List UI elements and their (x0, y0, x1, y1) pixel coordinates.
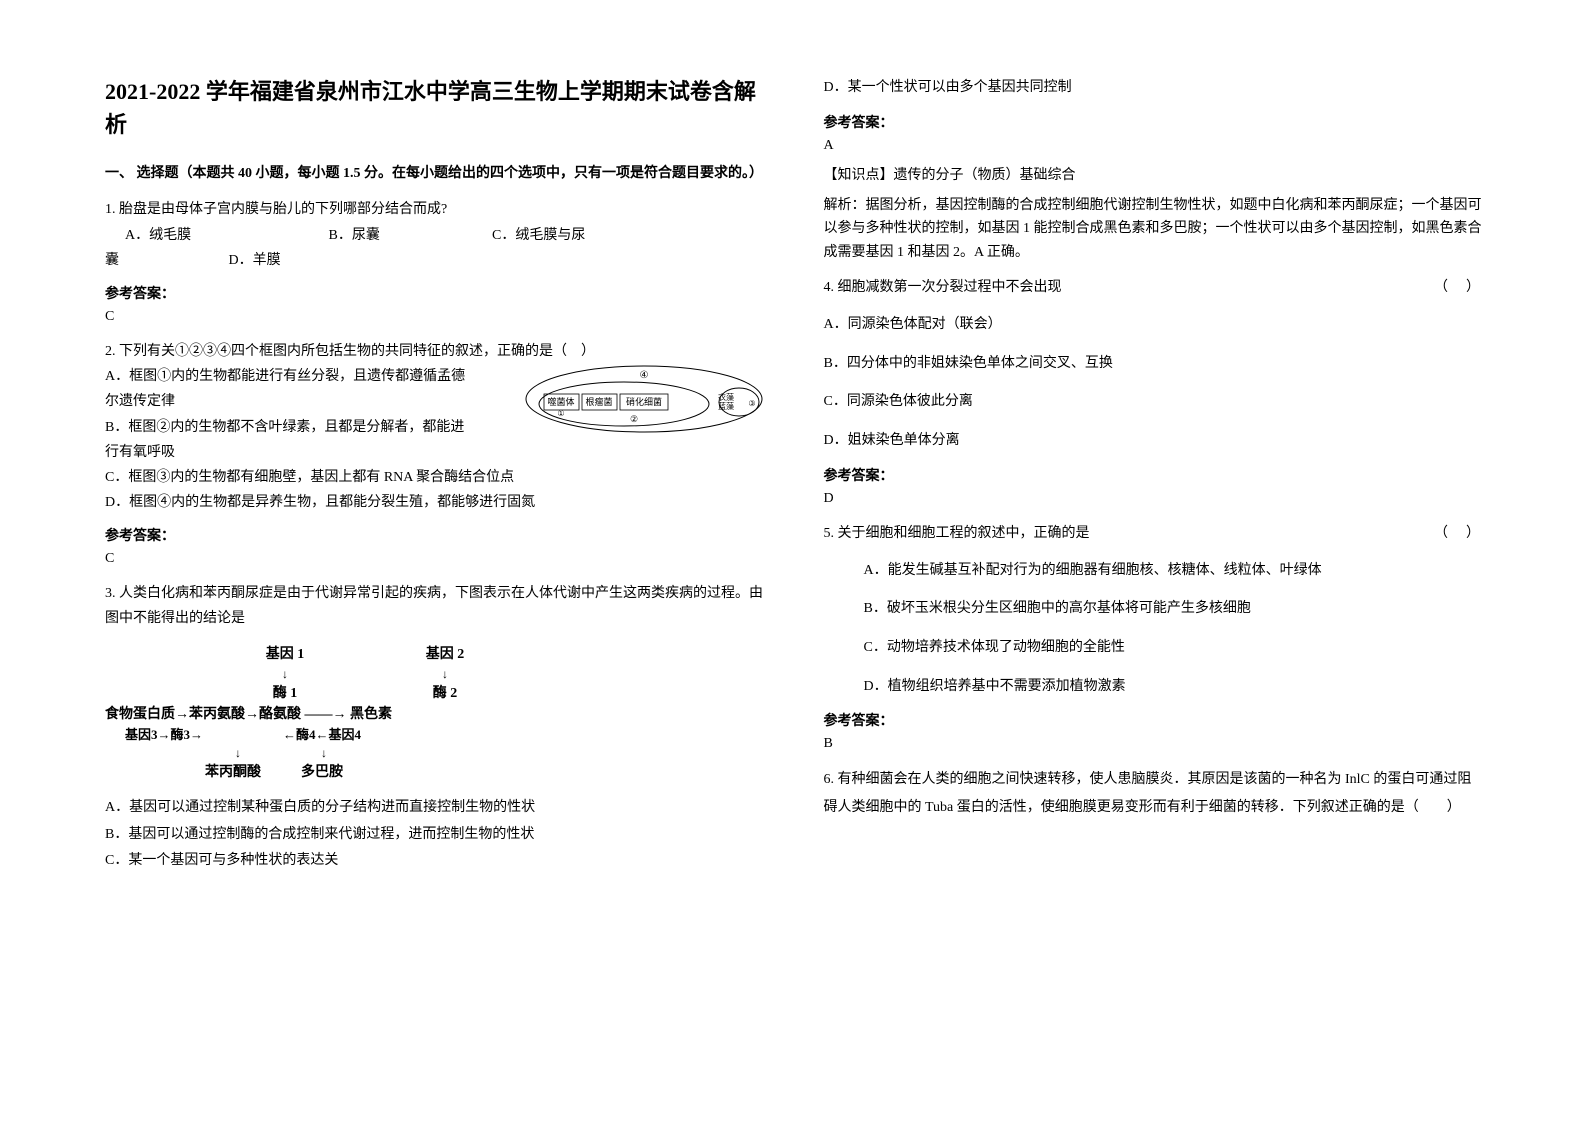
q5-answer: B (824, 736, 1483, 752)
q5-optA: A．能发生碱基互补配对行为的细胞器有细胞核、核糖体、线粒体、叶绿体 (824, 558, 1483, 585)
flow-start: 食物蛋白质 (105, 707, 175, 722)
q3-optD: D．某一个性状可以由多个基因共同控制 (824, 75, 1483, 102)
gene2-label: 基因 2 (426, 644, 465, 665)
gene4-label: 基因4 (329, 727, 362, 742)
q1-answer: C (105, 309, 764, 325)
q1-optB: B．尿囊 (329, 223, 489, 248)
q2-optC: C．框图③内的生物都有细胞壁，基因上都有 RNA 聚合酶结合位点 (105, 465, 764, 490)
q4-stem: 4. 细胞减数第一次分裂过程中不会出现 (824, 280, 1062, 295)
left-column: 2021-2022 学年福建省泉州市江水中学高三生物上学期期末试卷含解析 一、 … (90, 75, 794, 1047)
q1-optA: A．绒毛膜 (125, 223, 325, 248)
enzyme2-label: 酶 2 (433, 683, 458, 704)
q5-text: 5. 关于细胞和细胞工程的叙述中，正确的是 （ ） (824, 521, 1483, 546)
q4-answer-label: 参考答案： (824, 465, 1483, 485)
q3-knowledge: 【知识点】遗传的分子（物质）基础综合 (824, 164, 1483, 184)
q5-optB: B．破坏玉米根尖分生区细胞中的高尔基体将可能产生多核细胞 (824, 596, 1483, 623)
q1-optD: D．羊膜 (229, 253, 281, 268)
enzyme1-label: 酶 1 (273, 683, 298, 704)
q3-optB: B．基因可以通过控制酶的合成控制来代谢过程，进而控制生物的性状 (105, 822, 764, 849)
enzyme4-label: 酶4 (296, 727, 316, 742)
question-1: 1. 胎盘是由母体子宫内膜与胎儿的下列哪部分结合而成? A．绒毛膜 B．尿囊 C… (105, 197, 764, 325)
flow-mid1: 苯丙氨酸 (189, 707, 245, 722)
q4-text: 4. 细胞减数第一次分裂过程中不会出现 （ ） (824, 275, 1483, 300)
arrow-down-icon: ↓ (442, 665, 448, 683)
diagram-box1: 噬菌体 (547, 396, 574, 407)
gene1-label: 基因 1 (266, 644, 305, 665)
document-title: 2021-2022 学年福建省泉州市江水中学高三生物上学期期末试卷含解析 (105, 75, 764, 141)
flow-mid2: 酪氨酸 (259, 707, 301, 722)
right-column: D．某一个性状可以由多个基因共同控制 参考答案： A 【知识点】遗传的分子（物质… (794, 75, 1498, 1047)
arrow-down-icon: ↓ (321, 744, 327, 762)
enzyme3-label: 酶3 (171, 727, 191, 742)
q5-answer-label: 参考答案： (824, 710, 1483, 730)
diagram-box1-num: ① (557, 409, 564, 418)
q1-options-line2: 囊 D．羊膜 (105, 248, 764, 273)
q2-optD: D．框图④内的生物都是异养生物，且都能分裂生殖，都能够进行固氮 (105, 490, 764, 515)
q4-optD: D．姐妹染色单体分离 (824, 428, 1483, 455)
q1-text: 1. 胎盘是由母体子宫内膜与胎儿的下列哪部分结合而成? (105, 197, 764, 222)
q4-optB: B．四分体中的非姐妹染色单体之间交叉、互换 (824, 351, 1483, 378)
q1-options: A．绒毛膜 B．尿囊 C．绒毛膜与尿 (105, 223, 764, 248)
q5-stem: 5. 关于细胞和细胞工程的叙述中，正确的是 (824, 526, 1090, 541)
q2-text: 2. 下列有关①②③④四个框图内所包括生物的共同特征的叙述，正确的是（ ） (105, 339, 764, 364)
q2-answer: C (105, 551, 764, 567)
arrow-down-icon: ↓ (235, 744, 241, 762)
q3-pathway-diagram: 基因 1 基因 2 ↓↓ 酶 1 酶 2 食物蛋白质→苯丙氨酸→酪氨酸 ——→ … (205, 644, 525, 784)
flow-end: 黑色素 (350, 707, 392, 722)
main-flow: 食物蛋白质→苯丙氨酸→酪氨酸 ——→ 黑色素 (105, 704, 525, 725)
diagram-box3: 硝化细菌 (625, 396, 661, 407)
product1-label: 苯丙酮酸 (205, 762, 261, 783)
q4-optA: A．同源染色体配对（联会） (824, 312, 1483, 339)
q4-paren: （ ） (1434, 275, 1482, 300)
q3-answer: A (824, 138, 1483, 154)
q5-optC: C．动物培养技术体现了动物细胞的全能性 (824, 635, 1483, 662)
product2-label: 多巴胺 (301, 762, 343, 783)
q5-optD: D．植物组织培养基中不需要添加植物激素 (824, 674, 1483, 701)
gene3-label: 基因3 (125, 727, 158, 742)
section-header: 一、 选择题（本题共 40 小题，每小题 1.5 分。在每小题给出的四个选项中，… (105, 163, 764, 185)
q4-answer: D (824, 491, 1483, 507)
diagram-circle2: ② (629, 414, 637, 424)
q2-optA: A．框图①内的生物都能进行有丝分裂，且遗传都遵循孟德尔遗传定律 (105, 364, 467, 414)
q2-venn-diagram: ④ 噬菌体 ① 根瘤菌 硝化细菌 ② 衣藻 蓝藻 ③ (524, 364, 764, 434)
question-3: 3. 人类白化病和苯丙酮尿症是由于代谢异常引起的疾病，下图表示在人体代谢中产生这… (105, 581, 764, 875)
question-2: 2. 下列有关①②③④四个框图内所包括生物的共同特征的叙述，正确的是（ ） A．… (105, 339, 764, 567)
q3-optC: C．某一个基因可与多种性状的表达关 (105, 848, 764, 875)
diagram-circle3: ③ (748, 399, 755, 408)
q1-answer-label: 参考答案： (105, 283, 764, 303)
arrow-down-icon: ↓ (282, 665, 288, 683)
q6-text: 6. 有种细菌会在人类的细胞之间快速转移，使人患脑膜炎．其原因是该菌的一种名为 … (824, 766, 1483, 822)
q3-optA: A．基因可以通过控制某种蛋白质的分子结构进而直接控制生物的性状 (105, 795, 764, 822)
q1-optC: C．绒毛膜与尿 (492, 228, 585, 243)
question-5: 5. 关于细胞和细胞工程的叙述中，正确的是 （ ） A．能发生碱基互补配对行为的… (824, 521, 1483, 753)
q3-text: 3. 人类白化病和苯丙酮尿症是由于代谢异常引起的疾病，下图表示在人体代谢中产生这… (105, 581, 764, 631)
question-6: 6. 有种细菌会在人类的细胞之间快速转移，使人患脑膜炎．其原因是该菌的一种名为 … (824, 766, 1483, 822)
diagram-right1: 衣藻 (718, 392, 734, 402)
lower-flow: 基因3→酶3→←酶4←基因4 (125, 725, 525, 745)
diagram-circle4: ④ (639, 370, 648, 381)
q1-optC-cont: 囊 (105, 248, 225, 273)
diagram-box2: 根瘤菌 (585, 396, 612, 407)
q3-answer-label: 参考答案： (824, 112, 1483, 132)
q3-analysis: 解析：据图分析，基因控制酶的合成控制细胞代谢控制生物性状，如题中白化病和苯丙酮尿… (824, 194, 1483, 265)
q5-paren: （ ） (1434, 521, 1482, 546)
q2-optB: B．框图②内的生物都不含叶绿素，且都是分解者，都能进行有氧呼吸 (105, 415, 467, 465)
q2-answer-label: 参考答案： (105, 525, 764, 545)
q4-optC: C．同源染色体彼此分离 (824, 389, 1483, 416)
diagram-right2: 蓝藻 (718, 401, 734, 411)
question-4: 4. 细胞减数第一次分裂过程中不会出现 （ ） A．同源染色体配对（联会） B．… (824, 275, 1483, 507)
